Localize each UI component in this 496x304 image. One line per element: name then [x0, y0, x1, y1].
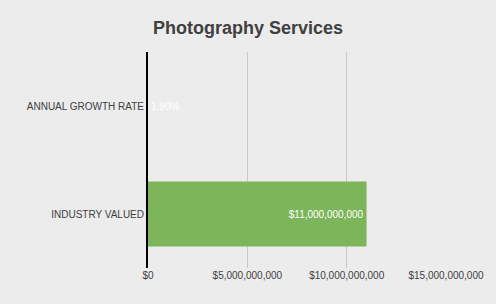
svg-text:ANNUAL GROWTH RATE: ANNUAL GROWTH RATE [27, 101, 145, 112]
svg-text:INDUSTRY VALUED: INDUSTRY VALUED [51, 209, 144, 220]
svg-text:Photography Services: Photography Services [153, 18, 343, 38]
svg-text:$5,000,000,000: $5,000,000,000 [213, 270, 283, 281]
svg-text:$15,000,000,000: $15,000,000,000 [408, 270, 484, 281]
svg-text:1.90%: 1.90% [151, 101, 179, 112]
svg-text:$10,000,000,000: $10,000,000,000 [309, 270, 385, 281]
svg-text:$0: $0 [142, 270, 154, 281]
svg-text:$11,000,000,000: $11,000,000,000 [289, 209, 364, 220]
